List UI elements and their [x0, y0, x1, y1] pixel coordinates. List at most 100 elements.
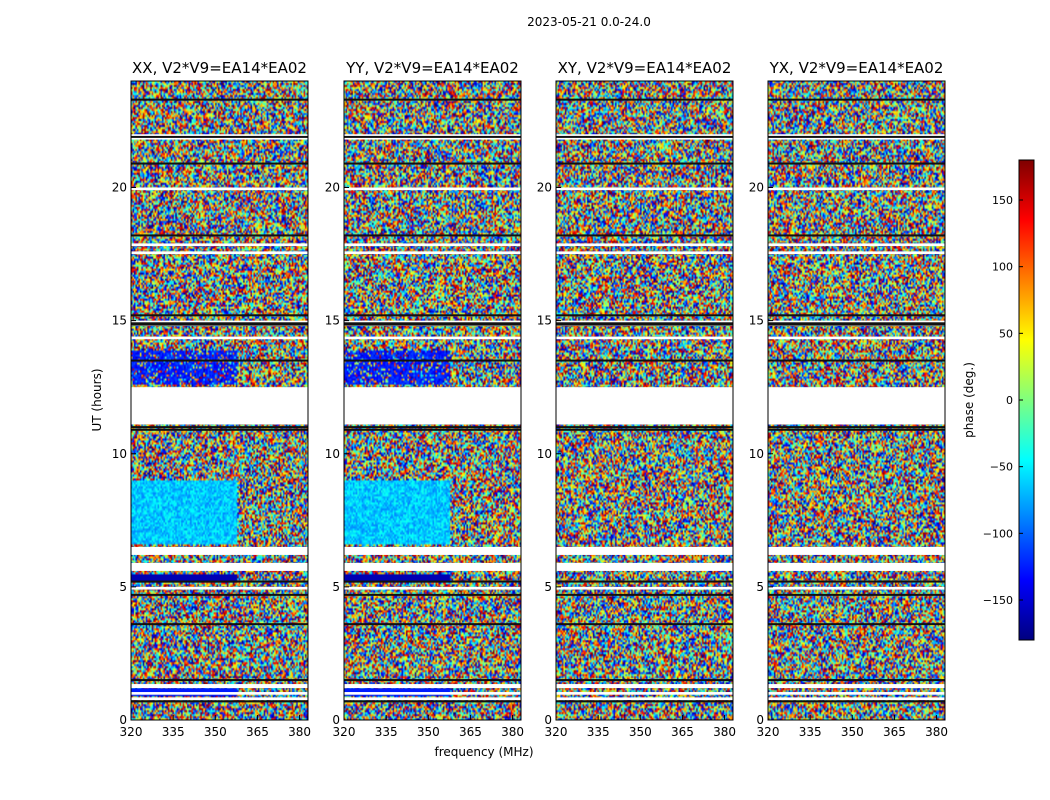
flagged-gap [556, 187, 733, 191]
y-tick-label: 0 [544, 713, 552, 727]
flagged-gap [131, 697, 308, 701]
flagged-line [556, 234, 733, 237]
panels-layer: XX, V2*V9=EA14*EA02 320 335 350 365 380 0 5 10 15… [112, 59, 948, 739]
flagged-line [131, 623, 308, 626]
colorbar-tick-label: −100 [983, 527, 1013, 540]
flagged-gap [131, 336, 308, 340]
y-tick-label: 10 [112, 447, 127, 461]
y-tick-label: 0 [119, 713, 127, 727]
flagged-gap [131, 187, 308, 191]
axes-frame [343, 80, 522, 721]
flagged-gap [131, 586, 308, 590]
y-tick-label: 15 [537, 314, 552, 328]
flagged-line [768, 428, 945, 431]
flagged-line [556, 98, 733, 101]
flagged-line [344, 98, 521, 101]
flagged-line [556, 323, 733, 326]
flagged-gap [768, 684, 945, 689]
flagged-line [768, 322, 945, 325]
flagged-gap [556, 251, 733, 255]
flagged-line [344, 426, 521, 429]
flagged-line [131, 323, 308, 326]
axes-frame [555, 80, 734, 721]
y-tick-label: 20 [325, 181, 340, 195]
x-tick-label: 350 [417, 725, 440, 739]
flagged-line [344, 679, 521, 682]
flagged-line [344, 162, 521, 165]
flagged-line [131, 234, 308, 237]
flagged-gap [556, 336, 733, 340]
y-tick-label: 10 [325, 447, 340, 461]
x-tick-label: 350 [629, 725, 652, 739]
flagged-line [768, 700, 945, 703]
flagged-gap [768, 546, 945, 555]
flagged-line [768, 679, 945, 682]
flagged-gap [344, 697, 521, 701]
figure-suptitle: 2023-05-21 0.0-24.0 [527, 15, 651, 29]
x-tick-label: 365 [671, 725, 694, 739]
flagged-line [768, 426, 945, 429]
y-tick-label: 10 [537, 447, 552, 461]
panel: XX, V2*V9=EA14*EA02 320 335 350 365 380 0 5 10 15… [112, 59, 311, 739]
x-tick-label: 320 [333, 725, 356, 739]
panel-title: XX, V2*V9=EA14*EA02 [132, 59, 307, 77]
flagged-line [131, 593, 308, 596]
flagged-line [131, 428, 308, 431]
flagged-line [131, 98, 308, 101]
x-tick-label: 335 [375, 725, 398, 739]
flagged-gap [768, 187, 945, 191]
flagged-line [344, 234, 521, 237]
colorbar-tick-label: 150 [992, 194, 1013, 207]
colorbar-tick-label: 50 [999, 327, 1013, 340]
flagged-line [556, 322, 733, 325]
panel: YX, V2*V9=EA14*EA02 320 335 350 365 380 0 5 10 15… [749, 59, 948, 739]
x-tick-label: 365 [246, 725, 269, 739]
flagged-gap [768, 243, 945, 247]
x-tick-label: 350 [204, 725, 227, 739]
y-tick-label: 0 [756, 713, 764, 727]
flagged-line [344, 359, 521, 362]
y-tick-label: 5 [332, 580, 340, 594]
flagged-gap [768, 336, 945, 340]
flagged-line [768, 580, 945, 583]
flagged-gap [344, 684, 521, 689]
x-tick-label: 380 [713, 725, 736, 739]
flagged-line [131, 580, 308, 583]
x-tick-label: 320 [545, 725, 568, 739]
panel-title: YY, V2*V9=EA14*EA02 [345, 59, 519, 77]
y-tick-label: 20 [112, 181, 127, 195]
flagged-gap [344, 387, 521, 425]
x-tick-label: 365 [883, 725, 906, 739]
flagged-gap [556, 684, 733, 689]
colorbar-tick-label: −150 [983, 594, 1013, 607]
flagged-line [131, 162, 308, 165]
flagged-line [344, 323, 521, 326]
flagged-line [344, 580, 521, 583]
flagged-line [131, 359, 308, 362]
panel: YY, V2*V9=EA14*EA02 320 335 350 365 380 0 5 10 15… [325, 59, 524, 739]
flagged-gap [768, 586, 945, 590]
flagged-line [768, 98, 945, 101]
panel-title: YX, V2*V9=EA14*EA02 [769, 59, 944, 77]
y-tick-label: 15 [749, 314, 764, 328]
flagged-line [344, 314, 521, 317]
flagged-gap [344, 251, 521, 255]
panel: XY, V2*V9=EA14*EA02 320 335 350 365 380 0 5 10 15… [537, 59, 736, 739]
x-tick-label: 335 [799, 725, 822, 739]
flagged-gap [768, 251, 945, 255]
flagged-line [768, 234, 945, 237]
flagged-gap [131, 684, 308, 689]
colorbar-tick-label: 100 [992, 261, 1013, 274]
y-tick-label: 5 [544, 580, 552, 594]
flagged-line [768, 314, 945, 317]
flagged-gap [344, 692, 521, 695]
y-axis-label: UT (hours) [90, 368, 104, 431]
flagged-line [131, 426, 308, 429]
flagged-gap [131, 243, 308, 247]
flagged-gap [556, 546, 733, 555]
y-tick-label: 5 [119, 580, 127, 594]
flagged-line [131, 322, 308, 325]
flagged-gap [344, 336, 521, 340]
y-tick-label: 20 [537, 181, 552, 195]
x-tick-label: 335 [162, 725, 185, 739]
